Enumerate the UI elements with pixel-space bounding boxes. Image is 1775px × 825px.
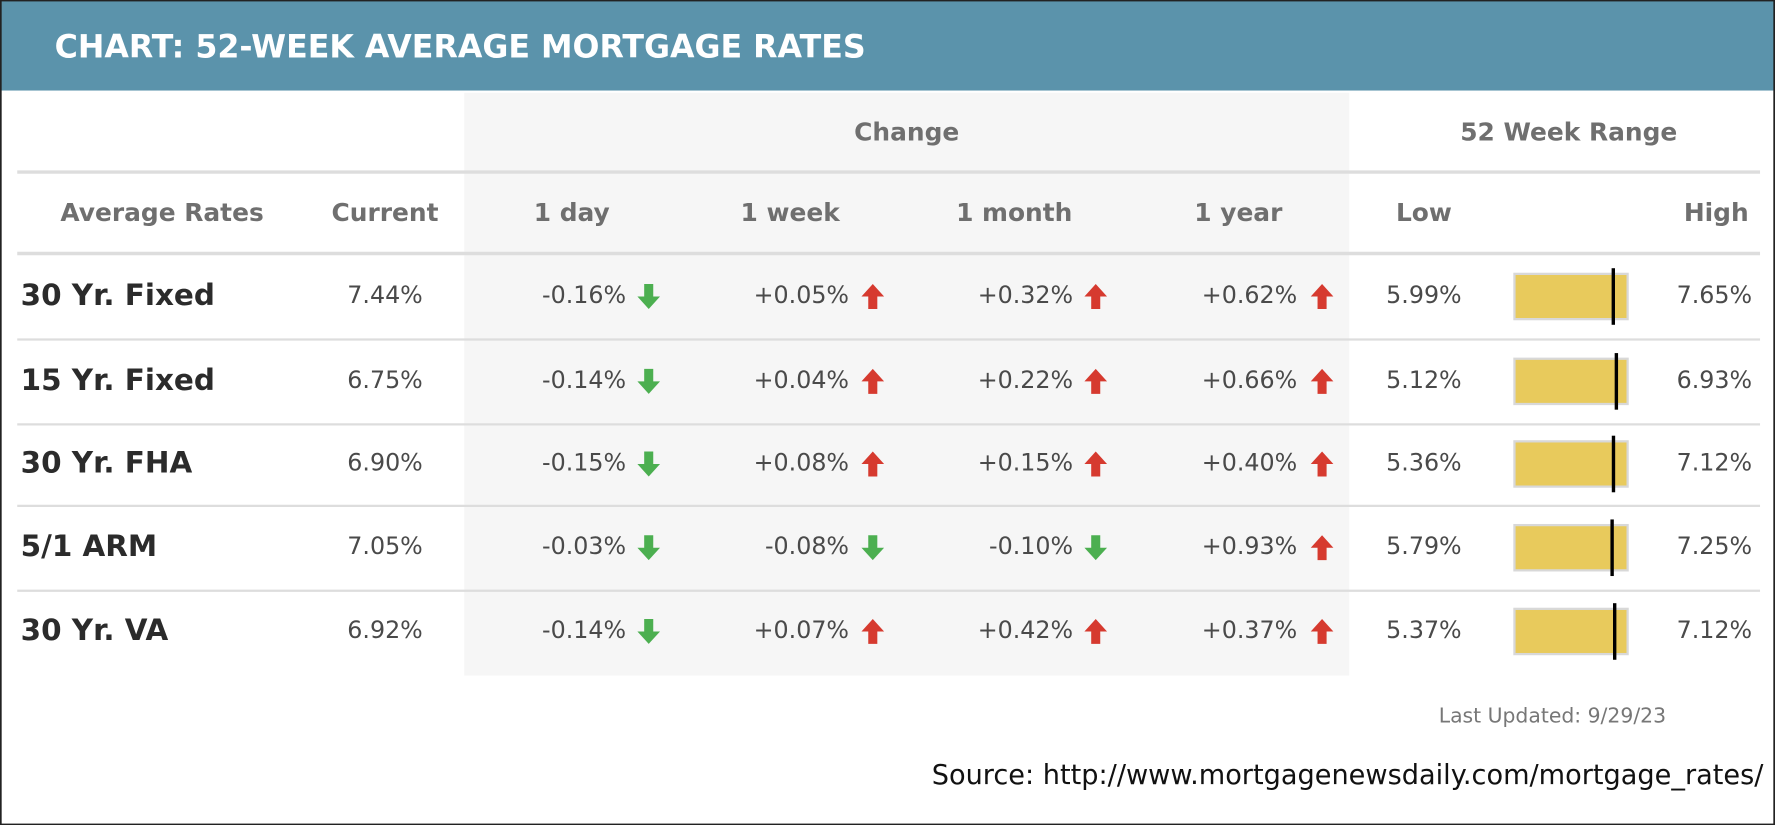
column-header: High xyxy=(1684,198,1749,227)
current-rate: 7.05% xyxy=(347,532,422,560)
range-bar xyxy=(1513,272,1629,321)
range-bar xyxy=(1513,607,1629,656)
low-rate: 5.12% xyxy=(1386,366,1461,394)
low-rate: 5.36% xyxy=(1386,448,1461,476)
high-rate: 7.12% xyxy=(1677,616,1752,644)
arrow-up xyxy=(1084,368,1108,394)
arrow-up xyxy=(861,451,885,477)
arrow-up xyxy=(1310,619,1334,644)
arrow-down xyxy=(637,451,661,477)
arrow-up xyxy=(1084,284,1108,309)
column-header: Low xyxy=(1396,198,1452,227)
change-value: -0.15% xyxy=(542,448,626,476)
arrow-up xyxy=(1310,368,1334,394)
last-updated: Last Updated: 9/29/23 xyxy=(1439,703,1666,727)
change-value: +0.42% xyxy=(978,616,1073,644)
low-rate: 5.37% xyxy=(1386,616,1461,644)
column-header: 1 day xyxy=(534,198,610,227)
arrow-down xyxy=(637,368,661,394)
header-bar xyxy=(0,0,1775,91)
rate-name: 15 Yr. Fixed xyxy=(21,363,215,397)
low-rate: 5.99% xyxy=(1386,281,1461,309)
current-rate: 6.75% xyxy=(347,366,422,394)
arrow-up xyxy=(1310,284,1334,309)
arrow-down xyxy=(637,284,661,309)
group-header: 52 Week Range xyxy=(1460,118,1677,147)
change-value: +0.62% xyxy=(1202,281,1297,309)
change-value: -0.14% xyxy=(542,616,626,644)
change-value: -0.08% xyxy=(765,532,849,560)
change-value: -0.03% xyxy=(542,532,626,560)
change-value: +0.37% xyxy=(1202,616,1297,644)
arrow-up xyxy=(1310,451,1334,477)
high-rate: 7.25% xyxy=(1677,532,1752,560)
column-header: Current xyxy=(332,198,439,227)
change-value: +0.32% xyxy=(978,281,1073,309)
arrow-up xyxy=(861,619,885,644)
column-header: 1 month xyxy=(956,198,1072,227)
change-value: -0.16% xyxy=(542,281,626,309)
arrow-up xyxy=(1084,619,1108,644)
column-header: Average Rates xyxy=(60,198,263,227)
arrow-down xyxy=(637,619,661,644)
high-rate: 6.93% xyxy=(1677,366,1752,394)
title: CHART: 52-WEEK AVERAGE MORTGAGE RATES xyxy=(55,30,866,66)
range-bar xyxy=(1513,357,1629,406)
arrow-up xyxy=(1310,535,1334,561)
high-rate: 7.12% xyxy=(1677,448,1752,476)
high-rate: 7.65% xyxy=(1677,281,1752,309)
current-rate: 6.92% xyxy=(347,616,422,644)
change-value: +0.04% xyxy=(754,366,849,394)
change-value: +0.05% xyxy=(754,281,849,309)
arrow-up xyxy=(1084,451,1108,477)
low-rate: 5.79% xyxy=(1386,532,1461,560)
rate-name: 5/1 ARM xyxy=(21,529,158,563)
change-value: -0.10% xyxy=(989,532,1073,560)
change-value: -0.14% xyxy=(542,366,626,394)
column-header: 1 week xyxy=(741,198,842,227)
current-rate: 7.44% xyxy=(347,281,422,309)
source: Source: http://www.mortgagenewsdaily.com… xyxy=(932,760,1765,791)
column-header: 1 year xyxy=(1194,198,1283,227)
rate-name: 30 Yr. Fixed xyxy=(21,278,215,312)
rate-name: 30 Yr. FHA xyxy=(21,445,193,479)
rate-name: 30 Yr. VA xyxy=(21,613,169,647)
current-rate: 6.90% xyxy=(347,448,422,476)
change-value: +0.93% xyxy=(1202,532,1297,560)
change-value: +0.15% xyxy=(978,448,1073,476)
change-value: +0.40% xyxy=(1202,448,1297,476)
arrow-up xyxy=(861,284,885,309)
arrow-up xyxy=(861,368,885,394)
range-bar xyxy=(1513,440,1629,488)
change-value: +0.08% xyxy=(754,448,849,476)
change-value: +0.22% xyxy=(978,366,1073,394)
group-header: Change xyxy=(854,118,959,147)
change-value: +0.07% xyxy=(754,616,849,644)
change-value: +0.66% xyxy=(1202,366,1297,394)
range-bar xyxy=(1513,523,1629,572)
change-background xyxy=(464,92,1350,676)
